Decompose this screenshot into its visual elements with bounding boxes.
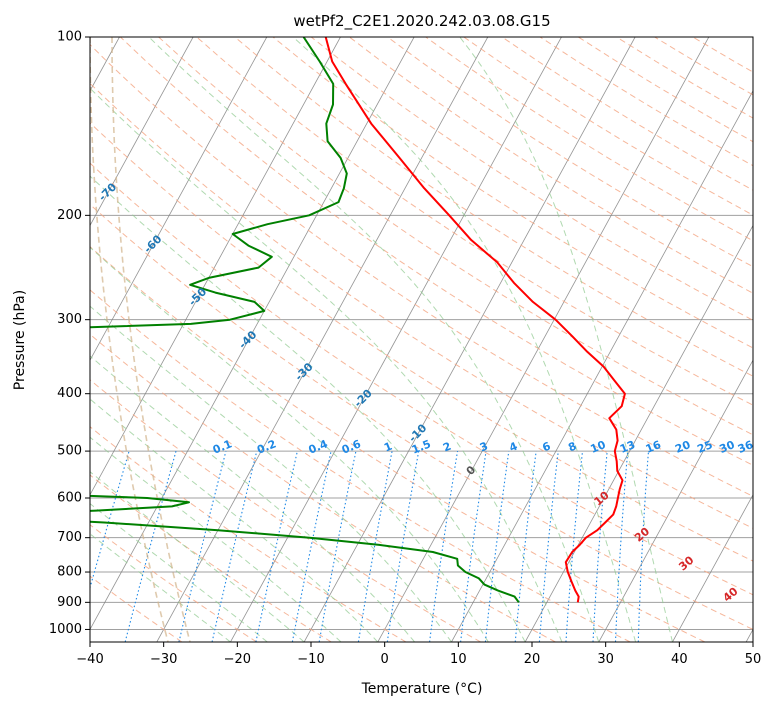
temperature-profile-line <box>324 37 626 603</box>
mixing-ratio-label: 8 <box>566 440 578 455</box>
isotherm-line <box>90 37 341 496</box>
y-tick-label: 600 <box>57 491 82 506</box>
dry-adiabat-line <box>196 37 753 406</box>
dry-adiabat-line <box>90 122 753 562</box>
x-axis-label: Temperature (°C) <box>361 681 483 697</box>
mixing-ratio-label: 30 <box>717 438 736 456</box>
isotherm-line <box>377 37 710 642</box>
y-axis-label: Pressure (hPa) <box>12 290 28 390</box>
moist-adiabat-line <box>459 37 673 642</box>
mixing-ratio-line <box>538 451 559 642</box>
dry-adiabat-line <box>90 524 257 642</box>
y-tick-label: 300 <box>57 312 82 327</box>
y-tick-label: 800 <box>57 565 82 580</box>
mixing-ratio-line <box>90 450 130 590</box>
y-tick-label: 700 <box>57 530 82 545</box>
moist-adiabat-line <box>90 87 563 642</box>
mixing-ratio-line <box>460 451 487 642</box>
axis-ticks: −40 −30 −20 −10 0 10 20 30 40 50 100 200 300 400 500 60… <box>49 30 761 668</box>
mixing-ratio-line <box>484 451 510 642</box>
moist-adiabat-line <box>90 436 342 642</box>
mixing-ratio-line <box>124 450 177 642</box>
moist-adiabat-line <box>90 533 231 642</box>
mixing-ratio-label: 10 <box>589 438 608 456</box>
chart-title: wetPf2_C2E1.2020.242.03.08.G15 <box>293 12 550 31</box>
y-tick-label: 100 <box>57 30 82 45</box>
isotherm-line <box>230 37 562 642</box>
dry-adiabat-line <box>349 37 753 294</box>
x-tick-label: 20 <box>524 652 541 667</box>
y-tick-label: 900 <box>57 595 82 610</box>
dry-adiabat-line <box>90 245 706 642</box>
mixing-ratio-label: 20 <box>673 438 692 456</box>
dry-adiabat-arc <box>111 37 191 642</box>
dewpoint-profile-line <box>90 37 520 603</box>
x-tick-label: −10 <box>297 652 324 667</box>
moist-adiabat-line <box>90 398 379 642</box>
dry-adiabat-line <box>90 575 183 642</box>
plot-frame <box>89 36 754 643</box>
x-tick-label: 40 <box>671 652 688 667</box>
mixing-ratio-line <box>429 451 459 642</box>
moist-adiabat-line <box>90 305 452 642</box>
dry-adiabat-line <box>90 162 753 596</box>
dry-adiabat-line <box>90 289 631 642</box>
y-tick-label: 1000 <box>49 622 82 637</box>
dry-adiabat-line <box>158 37 753 436</box>
mixing-ratio-line <box>255 450 298 642</box>
mixing-ratio-label: 1 <box>382 440 394 455</box>
mixing-ratio-label: 16 <box>644 438 663 456</box>
moist-adiabat-line <box>90 503 268 642</box>
mixing-ratio-label: 3 <box>478 440 490 455</box>
dry-adiabat-line <box>90 82 753 529</box>
moist-adiabat-line <box>148 37 600 642</box>
mixing-ratio-label: 25 <box>695 438 714 456</box>
x-tick-label: 0 <box>381 652 389 667</box>
x-tick-label: 30 <box>597 652 614 667</box>
moist-adiabat-line <box>90 175 526 642</box>
mixing-ratio-label: 36 <box>736 438 755 456</box>
dry-adiabat-line <box>90 333 556 642</box>
y-tick-label: 200 <box>57 208 82 223</box>
mixing-ratio-line <box>565 451 584 642</box>
x-tick-label: −30 <box>150 652 177 667</box>
mixing-ratio-line <box>514 451 537 642</box>
y-tick-label: 500 <box>57 444 82 459</box>
isotherm-line <box>451 90 753 642</box>
isotherm-line <box>90 37 194 227</box>
mixing-ratio-label: 13 <box>618 438 637 456</box>
mixing-ratio-line <box>178 450 227 642</box>
dry-adiabat-line <box>90 426 407 642</box>
isotherm-line <box>598 359 753 642</box>
moist-adiabat-line <box>90 471 305 642</box>
x-tick-label: −20 <box>224 652 251 667</box>
x-tick-label: 10 <box>450 652 467 667</box>
moist-adiabat-line <box>292 37 637 642</box>
mixing-ratio-line <box>211 450 258 642</box>
mixing-ratio-label: 2 <box>441 440 453 455</box>
isotherm-line <box>156 37 489 642</box>
dry-adiabat-line <box>90 379 481 642</box>
dry-adiabat-line <box>90 203 753 630</box>
dry-adiabat-line <box>90 474 332 642</box>
isotherm-line <box>672 493 753 642</box>
isotherm-line <box>90 37 268 361</box>
y-tick-label: 400 <box>57 386 82 401</box>
isotherm-line <box>524 224 753 642</box>
dry-adiabat-line <box>310 37 753 321</box>
x-tick-label: −40 <box>76 652 103 667</box>
mixing-ratio-line <box>386 451 420 642</box>
dry-adiabat-arc <box>90 37 169 642</box>
x-tick-label: 50 <box>745 652 762 667</box>
